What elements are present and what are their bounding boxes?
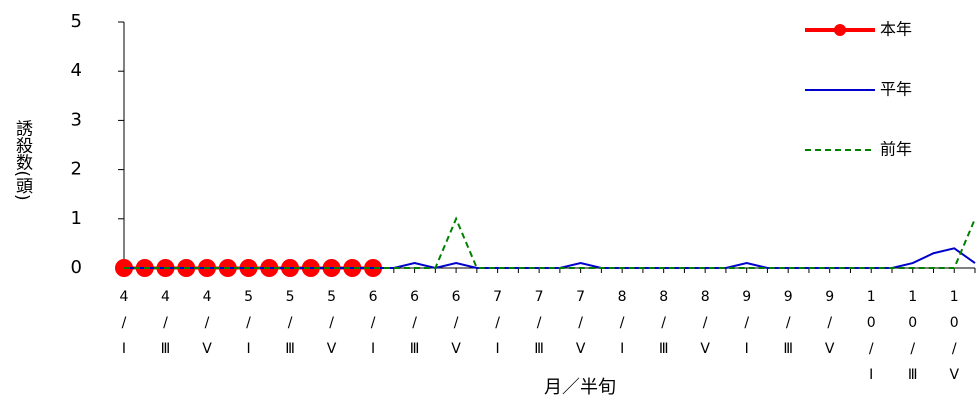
- x-tick-label: 6/Ⅰ: [369, 289, 378, 357]
- y-tick-label: 4: [71, 60, 82, 81]
- y-tick-label: 2: [71, 159, 82, 180]
- x-tick-label: 8/Ⅲ: [659, 289, 669, 357]
- y-tick-label: 1: [71, 208, 82, 229]
- y-tick-label: 3: [71, 109, 82, 130]
- x-tick-label: 8/Ⅰ: [618, 289, 627, 357]
- legend-label: 本年: [880, 20, 912, 39]
- x-tick-label: 1 0/Ⅰ: [867, 289, 876, 383]
- x-tick-label: 9/Ⅴ: [825, 289, 835, 357]
- legend-label: 平年: [880, 80, 912, 99]
- x-tick-label: 1 0/Ⅲ: [908, 289, 918, 383]
- legend-label: 前年: [880, 140, 912, 159]
- x-tick-label: 7/Ⅴ: [576, 289, 586, 357]
- x-tick-label: 8/Ⅴ: [700, 289, 710, 357]
- x-tick-label: 5/Ⅲ: [285, 289, 295, 357]
- x-axis-label: 月／半旬: [544, 377, 616, 398]
- x-tick-label: 9/Ⅲ: [783, 289, 793, 357]
- x-tick-label: 9/Ⅰ: [742, 289, 751, 357]
- legend-marker: [834, 24, 846, 36]
- x-tick-label: 7/Ⅰ: [493, 289, 502, 357]
- y-tick-label: 0: [71, 257, 82, 278]
- y-tick-label: 5: [71, 11, 82, 32]
- x-tick-label: 7/Ⅲ: [534, 289, 544, 357]
- x-tick-label: 4/Ⅴ: [202, 289, 212, 357]
- x-tick-label: 4/Ⅲ: [161, 289, 171, 357]
- x-tick-label: 1 0/Ⅴ: [949, 289, 959, 383]
- series-line: [124, 216, 976, 269]
- y-axis-label: 誘殺数(頭): [12, 119, 33, 200]
- x-tick-label: 5/Ⅴ: [327, 289, 337, 357]
- x-tick-label: 6/Ⅴ: [451, 289, 461, 357]
- x-tick-label: 4/Ⅰ: [120, 289, 129, 357]
- x-tick-label: 5/Ⅰ: [244, 289, 253, 357]
- x-tick-label: 6/Ⅲ: [410, 289, 420, 357]
